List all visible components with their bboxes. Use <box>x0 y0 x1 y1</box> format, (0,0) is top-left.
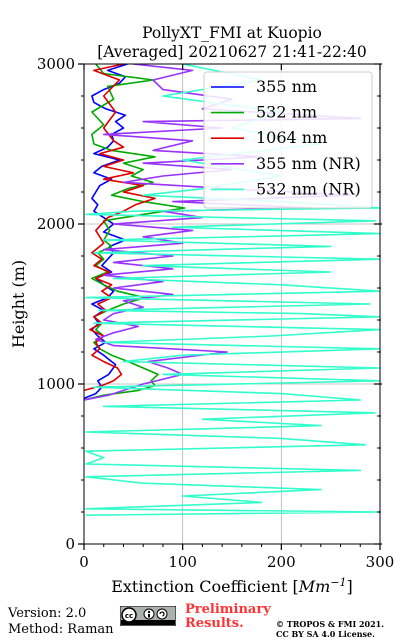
legend: 355 nm 532 nm 1064 nm 355 nm (NR) 532 nm (NR… <box>203 71 373 209</box>
x-tick-label: 200 <box>267 553 296 571</box>
y-axis-label: Height (m) <box>9 260 28 348</box>
series-line-0 <box>84 64 128 400</box>
legend-label-3: 355 nm (NR) <box>256 154 361 173</box>
copyright-line-2: CC BY SA 4.0 License. <box>276 629 375 639</box>
series-line-3 <box>84 64 362 401</box>
y-tick-label: 3000 <box>37 55 75 73</box>
preliminary-line-2: Results. <box>185 616 244 631</box>
method-text: Method: Raman <box>8 622 114 637</box>
cc-icon <box>121 607 137 623</box>
preliminary-results-text: Preliminary Results. <box>185 603 271 631</box>
x-tick-label: 100 <box>168 553 197 571</box>
x-axis-label-exponent: −1 <box>330 576 346 589</box>
chart-subtitle: [Averaged] 20210627 21:41-22:40 <box>97 43 367 61</box>
series-line-2 <box>84 64 156 392</box>
x-axis-label: Extinction Coefficient [Mm−1] <box>111 576 353 596</box>
preliminary-line-1: Preliminary <box>185 602 271 617</box>
x-tick-label: 300 <box>366 553 395 571</box>
y-tick-label: 0 <box>65 535 75 553</box>
version-text: Version: 2.0 <box>8 606 87 621</box>
svg-text:cc: cc <box>125 612 133 620</box>
plot-frame <box>83 63 381 545</box>
copyright-text: © TROPOS & FMI 2021. CC BY SA 4.0 Licens… <box>276 619 384 639</box>
x-tick-label: 0 <box>79 553 89 571</box>
cc-license-badge: cc <box>120 606 176 626</box>
chart-svg: PollyXT_FMI at Kuopio [Averaged] 2021062… <box>9 24 395 596</box>
legend-label-2: 1064 nm <box>256 128 327 147</box>
legend-label-4: 532 nm (NR) <box>256 179 361 198</box>
legend-box <box>203 71 373 209</box>
y-tick-label: 1000 <box>37 375 75 393</box>
chart-title: PollyXT_FMI at Kuopio <box>142 24 322 42</box>
legend-label-0: 355 nm <box>256 77 317 96</box>
x-axis-label-unit: Mm <box>298 577 331 596</box>
x-axis-label-close: ] <box>347 577 353 596</box>
sa-icon <box>156 608 168 620</box>
y-tick-label: 2000 <box>37 215 75 233</box>
copyright-line-1: © TROPOS & FMI 2021. <box>276 619 385 629</box>
legend-label-1: 532 nm <box>256 103 317 122</box>
x-axis-label-text: Extinction Coefficient [ <box>111 577 299 596</box>
